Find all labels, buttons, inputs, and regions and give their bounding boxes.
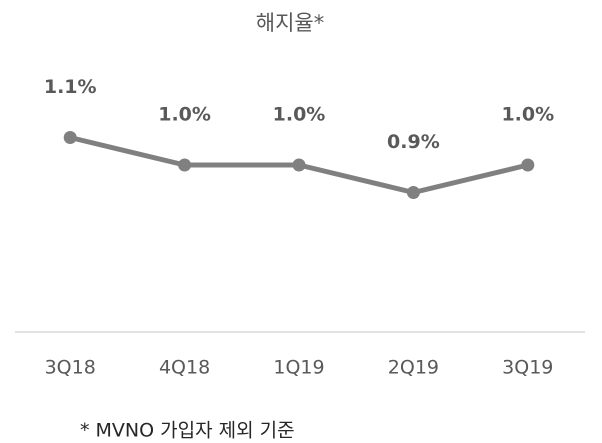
- x-tick-label: 1Q19: [273, 357, 324, 379]
- chart-title: 해지율*: [256, 11, 324, 35]
- x-tick-label: 2Q19: [388, 357, 439, 379]
- x-tick-label: 3Q19: [502, 357, 553, 379]
- value-label: 1.0%: [273, 104, 326, 126]
- point: [406, 186, 420, 199]
- value-label: 1.0%: [501, 104, 554, 126]
- value-label: 1.0%: [158, 104, 211, 126]
- value-label: 0.9%: [387, 131, 440, 153]
- x-tick-label: 4Q18: [159, 357, 210, 379]
- footnote: * MVNO 가입자 제외 기준: [80, 420, 295, 442]
- point: [178, 158, 192, 172]
- point: [521, 158, 535, 172]
- point: [63, 131, 77, 144]
- value-label: 1.1%: [44, 76, 97, 98]
- point: [292, 158, 306, 172]
- x-tick-label: 3Q18: [45, 357, 96, 379]
